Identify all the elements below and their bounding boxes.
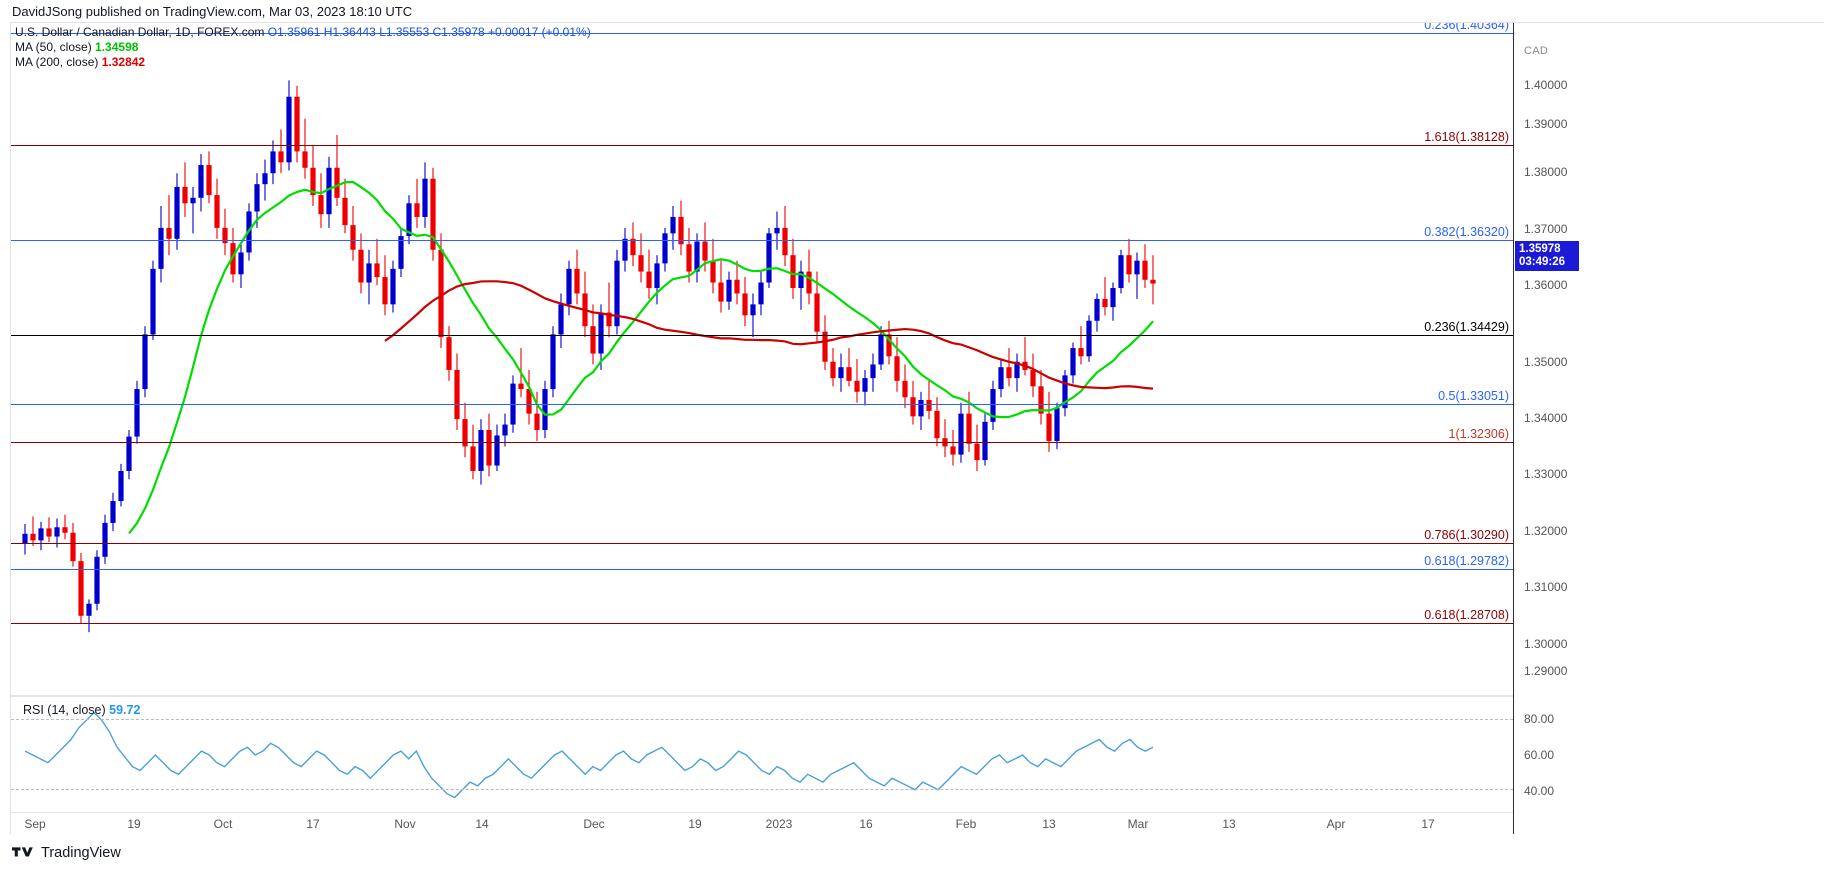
last-price-badge: 1.35978 03:49:26 <box>1515 241 1579 271</box>
time-tick-12: Mar <box>1127 817 1149 831</box>
rsi-guide-80 <box>11 719 1513 720</box>
time-tick-4: Nov <box>394 817 416 831</box>
ma200-line <box>384 280 1154 390</box>
price-tick-1: 1.39000 <box>1524 117 1568 131</box>
rsi-legend: RSI (14, close) 59.72 <box>23 703 140 717</box>
fib-label-5: 1(1.32306) <box>1448 427 1509 441</box>
time-tick-9: 16 <box>859 817 873 831</box>
last-price-countdown: 03:49:26 <box>1519 256 1566 268</box>
last-price-value: 1.35978 <box>1519 243 1561 255</box>
candlestick-group <box>22 80 1156 633</box>
time-tick-5: 14 <box>475 817 489 831</box>
rsi-legend-value: 59.72 <box>109 703 141 717</box>
tradingview-logo-icon <box>12 846 33 857</box>
price-scale[interactable]: CAD 1.40000 1.39000 1.38000 1.37000 1.36… <box>1513 23 1824 834</box>
time-tick-8: 2023 <box>765 817 793 831</box>
ma50-line <box>128 180 1154 535</box>
fib-label-6: 0.786(1.30290) <box>1424 528 1509 542</box>
legend-ma200-value: 1.32842 <box>101 55 146 69</box>
fib-line-0.382-1.36320 <box>11 240 1513 241</box>
time-tick-3: 17 <box>306 817 320 831</box>
price-tick-10: 1.30000 <box>1524 637 1568 651</box>
chart-frame: 0.236(1.40364) 1.618(1.38128) 0.382(1.36… <box>10 22 1824 834</box>
time-scale[interactable]: Sep 19 Oct 17 Nov 14 Dec 19 2023 16 Feb … <box>11 812 1513 834</box>
rsi-legend-name: RSI (14, close) <box>23 703 106 717</box>
fib-label-7: 0.618(1.29782) <box>1424 554 1509 568</box>
price-tick-2: 1.38000 <box>1524 165 1568 179</box>
fib-label-2: 0.382(1.36320) <box>1424 225 1509 239</box>
time-tick-0: Sep <box>24 817 46 831</box>
price-tick-0: 1.40000 <box>1524 78 1568 92</box>
time-tick-2: Oct <box>213 817 233 831</box>
rsi-guide-40 <box>11 789 1513 790</box>
fib-line-1.618-1.38128 <box>11 145 1513 146</box>
price-tick-8: 1.32000 <box>1524 524 1568 538</box>
time-tick-10: Feb <box>955 817 977 831</box>
fib-label-0: 0.236(1.40364) <box>1424 23 1509 32</box>
footer-brand: TradingView <box>12 845 121 861</box>
fib-line-1-1.32306 <box>11 442 1513 443</box>
price-legend: U.S. Dollar / Canadian Dollar, 1D, FOREX… <box>15 25 591 70</box>
tradingview-brand-label: TradingView <box>41 845 121 861</box>
fib-line-0.236-1.34429 <box>11 335 1513 336</box>
time-tick-7: 19 <box>688 817 702 831</box>
price-scale-unit: CAD <box>1524 45 1549 57</box>
legend-ma50-value: 1.34598 <box>95 40 139 54</box>
rsi-series-svg <box>24 711 1154 799</box>
price-tick-3: 1.37000 <box>1524 222 1568 236</box>
legend-ma50-row: MA (50, close) 1.34598 <box>15 40 591 55</box>
legend-ohlc: O1.35961 H1.36443 L1.35553 C1.35978 +0.0… <box>267 25 591 39</box>
price-series-svg <box>22 80 1156 633</box>
time-tick-6: Dec <box>583 817 605 831</box>
rsi-pane[interactable]: RSI (14, close) 59.72 <box>11 696 1513 812</box>
time-tick-15: 17 <box>1421 817 1435 831</box>
legend-symbol-row: U.S. Dollar / Canadian Dollar, 1D, FOREX… <box>15 25 591 40</box>
fib-line-0.618-1.28708 <box>11 623 1513 624</box>
price-tick-6: 1.34000 <box>1524 411 1568 425</box>
fib-label-8: 0.618(1.28708) <box>1424 608 1509 622</box>
price-tick-11: 1.29000 <box>1524 664 1568 678</box>
fib-line-0.786-1.30290 <box>11 543 1513 544</box>
price-tick-9: 1.31000 <box>1524 580 1568 594</box>
rsi-tick-1: 60.00 <box>1524 748 1555 762</box>
pane-separator <box>11 695 1513 696</box>
attribution-text: DavidJSong published on TradingView.com,… <box>0 0 1834 22</box>
legend-symbol: U.S. Dollar / Canadian Dollar, 1D, FOREX… <box>15 25 265 39</box>
fib-line-0.236-1.40364 <box>11 33 1513 34</box>
time-tick-1: 19 <box>127 817 141 831</box>
legend-ma50-name: MA (50, close) <box>15 40 92 54</box>
rsi-tick-0: 80.00 <box>1524 712 1555 726</box>
price-tick-7: 1.33000 <box>1524 467 1568 481</box>
time-tick-13: 13 <box>1222 817 1236 831</box>
rsi-tick-2: 40.00 <box>1524 784 1555 798</box>
price-pane[interactable]: 0.236(1.40364) 1.618(1.38128) 0.382(1.36… <box>11 23 1513 695</box>
price-tick-4: 1.36000 <box>1524 278 1568 292</box>
fib-line-0.618-1.29782 <box>11 569 1513 570</box>
fib-label-1: 1.618(1.38128) <box>1424 130 1509 144</box>
legend-ma200-row: MA (200, close) 1.32842 <box>15 55 591 70</box>
time-tick-11: 13 <box>1042 817 1056 831</box>
price-tick-5: 1.35000 <box>1524 355 1568 369</box>
time-tick-14: Apr <box>1326 817 1346 831</box>
rsi-line <box>24 711 1154 799</box>
fib-line-0.5-1.33051 <box>11 404 1513 405</box>
fib-label-4: 0.5(1.33051) <box>1438 389 1509 403</box>
fib-label-3: 0.236(1.34429) <box>1424 320 1509 334</box>
legend-ma200-name: MA (200, close) <box>15 55 99 69</box>
